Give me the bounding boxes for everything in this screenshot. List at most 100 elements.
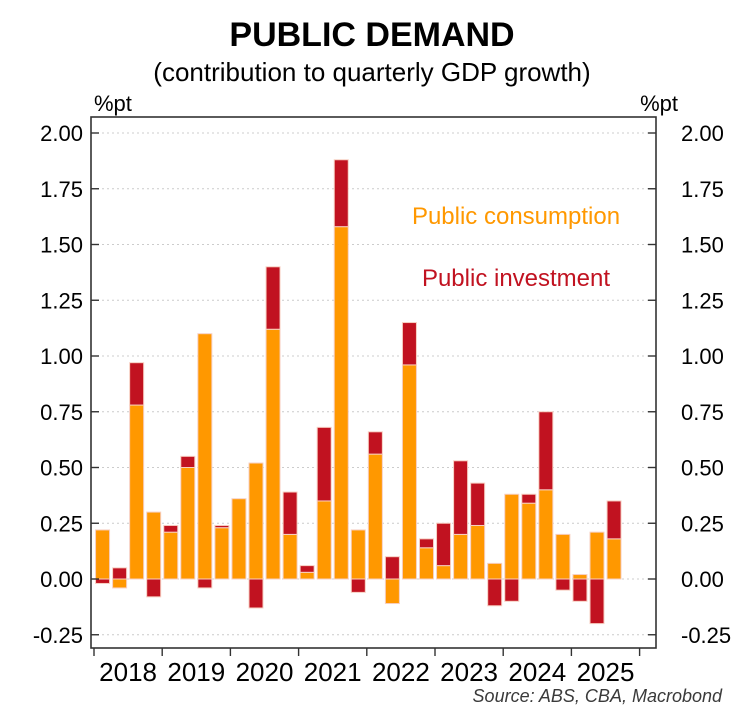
bar-segment-investment	[248, 578, 264, 609]
x-axis-year-label: 2019	[167, 657, 225, 687]
bar-segment-investment	[129, 362, 145, 406]
bar-segment-investment	[197, 578, 213, 589]
bar-segment-investment	[95, 578, 111, 584]
bar-segment-investment	[333, 159, 349, 228]
chart-subtitle: (contribution to quarterly GDP growth)	[153, 57, 590, 87]
y-axis-label-right: 1.25	[681, 288, 724, 313]
bar-segment-investment	[470, 482, 486, 526]
bar-segment-consumption	[453, 533, 469, 580]
bar-segment-investment	[299, 565, 315, 573]
y-axis-label-right: 0.50	[681, 456, 724, 481]
axes-frame	[90, 116, 657, 656]
bar-segment-investment	[555, 578, 571, 591]
bar-segment-investment	[419, 538, 434, 549]
unit-label-right: %pt	[640, 91, 678, 116]
bar-segment-consumption	[112, 578, 128, 589]
bar-segment-consumption	[231, 498, 247, 580]
bar-segment-consumption	[419, 547, 434, 580]
bar-segment-investment	[350, 578, 366, 593]
bar-segment-investment	[214, 524, 230, 529]
y-axis-label-right: 0.25	[681, 511, 724, 536]
bar-segment-consumption	[538, 489, 554, 580]
bar-segment-investment	[487, 578, 503, 607]
x-axis-year-label: 2020	[236, 657, 294, 687]
bar-segment-consumption	[470, 524, 486, 580]
bar-segment-investment	[606, 500, 622, 540]
bar-segment-investment	[180, 455, 196, 469]
bar-segment-consumption	[316, 500, 332, 580]
x-axis-year-label: 2021	[304, 657, 362, 687]
bar-segment-consumption	[521, 502, 537, 580]
bar-segment-consumption	[180, 467, 196, 580]
y-axis-label-right: 1.75	[681, 177, 724, 202]
bar-segment-investment	[163, 524, 179, 533]
bar-segment-investment	[504, 578, 520, 602]
bar-segment-consumption	[572, 574, 588, 580]
y-axis-label-left: 0.75	[40, 400, 83, 425]
x-axis-year-label: 2024	[508, 657, 566, 687]
bar-segment-investment	[316, 426, 332, 502]
y-axis-label-right: 0.75	[681, 400, 724, 425]
y-axis-label-left: 1.00	[40, 344, 83, 369]
plot-frame	[90, 116, 657, 649]
source-note: Source: ABS, CBA, Macrobond	[473, 686, 723, 706]
bar-segment-consumption	[214, 527, 230, 580]
bar-segment-consumption	[367, 453, 383, 580]
bar-segment-investment	[401, 322, 417, 366]
bar-segment-consumption	[299, 571, 315, 580]
legend-public-consumption: Public consumption	[412, 203, 620, 230]
y-axis-label-right: 1.00	[681, 344, 724, 369]
x-axis-year-label: 2023	[440, 657, 498, 687]
bar-segment-investment	[521, 493, 537, 504]
y-axis-label-left: 1.25	[40, 288, 83, 313]
y-axis-label-right: 0.00	[681, 567, 724, 592]
x-axis-year-label: 2025	[577, 657, 635, 687]
x-axis-year-label: 2018	[99, 657, 157, 687]
bar-segment-consumption	[163, 531, 179, 580]
chart-title: PUBLIC DEMAND	[229, 16, 514, 54]
bar-segment-consumption	[282, 533, 298, 580]
bar-segment-consumption	[95, 529, 111, 580]
bar-segment-consumption	[146, 511, 162, 580]
bar-segment-consumption	[606, 538, 622, 580]
bar-segment-investment	[538, 411, 554, 491]
bar-segment-consumption	[265, 328, 281, 580]
bar-segment-investment	[572, 578, 588, 602]
y-axis-label-right: -0.25	[681, 623, 731, 648]
axis-labels: -0.25 -0.25 0.00 0.00 0.25 0.25 0.50 0.50 0.75 0.…	[33, 121, 731, 687]
y-axis-label-left: -0.25	[33, 623, 83, 648]
bar-segment-consumption	[350, 529, 366, 580]
bar-segment-investment	[384, 556, 400, 580]
y-axis-label-right: 1.50	[681, 233, 724, 258]
bar-segment-investment	[589, 578, 605, 625]
y-axis-label-left: 2.00	[40, 121, 83, 146]
bar-segment-consumption	[197, 333, 213, 580]
y-axis-label-left: 1.75	[40, 177, 83, 202]
bar-segment-consumption	[401, 364, 417, 580]
y-axis-label-right: 2.00	[681, 121, 724, 146]
bar-segment-investment	[367, 431, 383, 455]
y-axis-label-left: 1.50	[40, 233, 83, 258]
bar-segment-consumption	[504, 493, 520, 580]
bar-segment-investment	[282, 491, 298, 535]
x-axis-year-label: 2022	[372, 657, 430, 687]
bars	[95, 159, 622, 625]
y-axis-label-left: 0.25	[40, 511, 83, 536]
bar-segment-investment	[453, 460, 469, 535]
y-axis-label-left: 0.50	[40, 456, 83, 481]
bar-segment-consumption	[248, 462, 264, 580]
bar-segment-investment	[436, 522, 452, 567]
bar-segment-investment	[146, 578, 162, 598]
bar-segment-consumption	[384, 578, 400, 605]
legend-public-investment: Public investment	[422, 265, 610, 292]
bar-segment-consumption	[333, 226, 349, 580]
bar-segment-investment	[265, 266, 281, 330]
y-axis-label-left: 0.00	[40, 567, 83, 592]
unit-label-left: %pt	[94, 91, 132, 116]
bar-segment-consumption	[589, 531, 605, 580]
bar-segment-consumption	[129, 404, 145, 580]
bar-segment-consumption	[436, 565, 452, 580]
bar-segment-consumption	[555, 533, 571, 580]
